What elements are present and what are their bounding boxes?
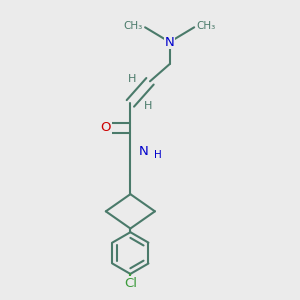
Text: CH₃: CH₃: [196, 21, 216, 31]
Text: O: O: [100, 122, 111, 134]
Text: N: N: [165, 35, 175, 49]
Text: H: H: [144, 101, 152, 111]
Text: CH₃: CH₃: [123, 21, 142, 31]
Text: H: H: [128, 74, 136, 84]
Text: H: H: [154, 150, 161, 160]
Text: Cl: Cl: [124, 277, 137, 290]
Text: N: N: [139, 145, 149, 158]
